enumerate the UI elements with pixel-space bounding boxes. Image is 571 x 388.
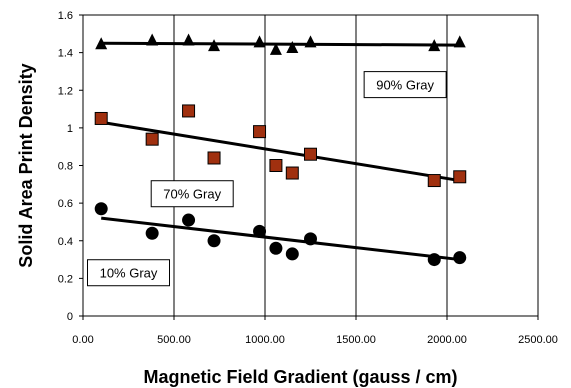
- y-tick-label: 0.8: [58, 161, 73, 173]
- square-point: [453, 170, 467, 184]
- triangle-point: [95, 37, 108, 50]
- triangle-point: [286, 40, 299, 53]
- annotation-box: [87, 259, 170, 287]
- x-tick-label: 0.00: [72, 334, 93, 346]
- square-point: [182, 104, 196, 118]
- x-tick-label: 1000.00: [245, 334, 285, 346]
- square-point: [94, 111, 108, 125]
- circle-point: [269, 241, 283, 255]
- triangle-point: [304, 35, 317, 48]
- square-point: [145, 132, 159, 146]
- triangle-point: [182, 33, 195, 46]
- circle-point: [285, 247, 299, 261]
- y-tick-label: 0.2: [58, 273, 73, 285]
- triangle-point: [253, 35, 266, 48]
- square-point: [304, 147, 317, 161]
- y-tick-label: 1.6: [58, 10, 73, 22]
- square-point: [285, 166, 299, 180]
- y-tick-label: 0: [67, 311, 73, 323]
- y-tick-label: 0.4: [58, 236, 73, 248]
- circle-point: [145, 226, 159, 240]
- x-axis-title: Magnetic Field Gradient (gauss / cm): [143, 367, 457, 387]
- square-point: [253, 125, 267, 139]
- annotation-label: 70% Gray: [163, 187, 221, 202]
- y-axis-ticks: 0 0.2 0.4 0.6 0.8 1 1.2 1.4 1.6: [58, 10, 83, 323]
- trendlines: [100, 41, 460, 262]
- x-axis-ticks: 0.00 500.00 1000.00 1500.00 2000.00 2500.00: [72, 316, 558, 346]
- y-tick-label: 1.4: [58, 48, 73, 60]
- circle-point: [207, 234, 221, 248]
- y-tick-label: 1.2: [58, 85, 73, 97]
- trendline: [101, 41, 460, 47]
- series-annotations: 90% Gray 70% Gray 10% Gray: [87, 71, 447, 287]
- circle-point: [453, 251, 467, 265]
- square-point: [207, 151, 221, 165]
- circle-point: [253, 224, 267, 238]
- y-tick-label: 1: [67, 123, 73, 135]
- annotation-box: [150, 180, 234, 208]
- circle-point: [304, 232, 317, 246]
- x-tick-label: 500.00: [157, 334, 191, 346]
- trendline: [100, 120, 460, 183]
- data-points: [94, 33, 467, 267]
- annotation-box: [363, 71, 447, 99]
- gridlines: [173, 15, 448, 316]
- trendline: [101, 216, 460, 262]
- circle-point: [427, 253, 441, 267]
- triangle-point: [428, 39, 441, 52]
- triangle-point: [146, 33, 159, 46]
- square-point: [427, 174, 441, 188]
- y-tick-label: 0.6: [58, 198, 73, 210]
- x-tick-label: 2000.00: [427, 334, 467, 346]
- annotation-label: 90% Gray: [376, 78, 434, 93]
- x-tick-label: 1500.00: [336, 334, 376, 346]
- circle-point: [94, 202, 108, 216]
- square-point: [269, 159, 283, 172]
- circle-point: [182, 213, 196, 227]
- x-tick-label: 2500.00: [518, 334, 558, 346]
- y-axis-title: Solid Area Print Density: [16, 63, 36, 267]
- triangle-point: [453, 35, 466, 48]
- annotation-label: 10% Gray: [100, 266, 158, 281]
- triangle-point: [208, 39, 221, 52]
- triangle-point: [269, 42, 282, 55]
